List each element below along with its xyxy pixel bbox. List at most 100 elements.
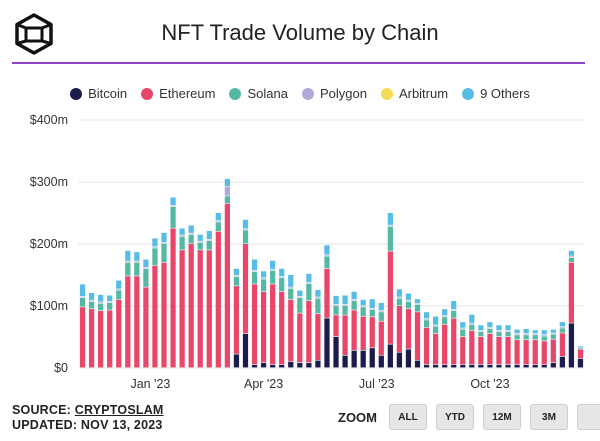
bar-segment-ethereum xyxy=(197,250,203,368)
bar-segment-solana xyxy=(514,335,520,340)
bar-segment-solana xyxy=(79,297,86,307)
updated-date: UPDATED: NOV 13, 2023 xyxy=(12,418,163,432)
bar-segment-bitcoin xyxy=(550,363,556,368)
bar-segment-9-others xyxy=(98,294,104,302)
bar-segment-bitcoin xyxy=(369,348,375,368)
bar-segment-solana xyxy=(260,279,267,292)
footer-source: SOURCE: CRYPTOSLAM UPDATED: NOV 13, 2023 xyxy=(12,403,164,433)
bar-segment-polygon xyxy=(469,323,475,324)
zoom-all-button[interactable]: ALL xyxy=(389,404,427,430)
bar-segment-ethereum xyxy=(523,340,529,365)
bar-segment-ethereum xyxy=(496,337,502,365)
bar-segment-bitcoin xyxy=(514,364,520,368)
stacked-bar-chart: $0 $100m $200m $300m $400m Jan '23 Apr '23 Jul … xyxy=(30,113,585,391)
bar-segment-polygon xyxy=(369,308,375,310)
title-divider xyxy=(12,62,585,64)
bar-segment-solana xyxy=(143,268,149,287)
bar-segment-solana xyxy=(487,328,493,334)
bar-segment-ethereum xyxy=(143,287,149,368)
bar-segment-ethereum xyxy=(414,312,421,360)
y-tick-label: $200m xyxy=(30,237,68,251)
legend-label: Arbitrum xyxy=(398,86,449,101)
bar-segment-solana xyxy=(432,326,439,334)
bar-segment-solana xyxy=(478,332,484,337)
bar-segment-9-others xyxy=(351,291,357,300)
bar-segment-9-others xyxy=(324,245,330,255)
bar-segment-solana xyxy=(98,303,104,311)
bar-segment-9-others xyxy=(487,322,493,328)
bar-segment-solana xyxy=(333,306,339,315)
bar-segment-ethereum xyxy=(297,313,303,363)
bar-segment-solana xyxy=(288,288,294,300)
legend-item-9-others[interactable]: 9 Others xyxy=(462,86,530,101)
bar-segment-9-others xyxy=(360,299,366,306)
bar-segment-ethereum xyxy=(478,337,484,365)
bar-segment-9-others xyxy=(369,299,375,308)
bar-segment-bitcoin xyxy=(251,364,258,368)
legend-dot-icon xyxy=(301,87,314,100)
bar-segment-bitcoin xyxy=(270,364,276,368)
bar-segment-ethereum xyxy=(152,265,158,368)
bar-segment-solana xyxy=(88,301,95,309)
zoom-custom-button[interactable] xyxy=(577,404,600,430)
bar-segment-9-others xyxy=(541,330,547,335)
bar-segment-solana xyxy=(116,290,122,300)
bar-segment-9-others xyxy=(270,260,276,269)
legend-item-bitcoin[interactable]: Bitcoin xyxy=(70,86,127,101)
zoom-ytd-button[interactable]: YTD xyxy=(436,404,474,430)
bar-segment-bitcoin xyxy=(559,356,565,368)
bar-segment-ethereum xyxy=(251,284,258,365)
bar-segment-solana xyxy=(242,230,249,244)
bar-segment-ethereum xyxy=(215,231,221,368)
bar-segment-9-others xyxy=(79,284,86,297)
bar-segment-bitcoin xyxy=(260,363,267,368)
bar-segment-9-others xyxy=(559,322,565,327)
bar-segment-ethereum xyxy=(532,340,538,365)
bar-segment-polygon xyxy=(487,327,493,329)
bar-segment-solana xyxy=(342,306,348,315)
bar-segment-ethereum xyxy=(396,306,403,352)
bar-segment-polygon xyxy=(396,297,403,298)
zoom-3m-button[interactable]: 3M xyxy=(530,404,568,430)
bar-segment-9-others xyxy=(505,325,511,331)
bar-segment-9-others xyxy=(396,289,403,297)
bar-segment-9-others xyxy=(423,312,430,319)
bar-segment-bitcoin xyxy=(442,364,448,368)
bar-segment-ethereum xyxy=(288,299,294,362)
source-link[interactable]: CRYPTOSLAM xyxy=(74,403,164,417)
bar-segment-polygon xyxy=(532,333,538,335)
legend-item-arbitrum[interactable]: Arbitrum xyxy=(380,86,449,101)
bar-segment-ethereum xyxy=(487,333,493,365)
bar-segment-ethereum xyxy=(170,228,176,368)
legend-dot-icon xyxy=(70,87,83,100)
y-tick-label: $0 xyxy=(54,361,68,375)
bar-segment-ethereum xyxy=(242,244,249,334)
bar-segment-polygon xyxy=(179,235,185,236)
bar-segment-polygon xyxy=(523,333,529,335)
bar-segment-9-others xyxy=(179,228,185,235)
zoom-12m-button[interactable]: 12M xyxy=(483,404,521,430)
legend-item-ethereum[interactable]: Ethereum xyxy=(141,86,215,101)
bar-segment-ethereum xyxy=(270,284,276,365)
bar-segment-9-others xyxy=(206,230,212,240)
legend-item-polygon[interactable]: Polygon xyxy=(301,86,367,101)
bar-segment-polygon xyxy=(116,289,122,290)
legend: Bitcoin Ethereum Solana Polygon Arbitrum 9 Ot… xyxy=(0,86,600,101)
bar-segment-bitcoin xyxy=(568,323,575,368)
bar-segment-ethereum xyxy=(324,268,330,318)
bar-segment-polygon xyxy=(279,276,285,278)
bar-segment-ethereum xyxy=(79,307,86,368)
bar-segment-ethereum xyxy=(260,291,267,363)
bar-segment-solana xyxy=(270,270,276,284)
bar-segment-polygon xyxy=(405,300,412,302)
bar-segment-solana xyxy=(550,334,556,339)
bar-segment-solana xyxy=(233,276,240,286)
bar-segment-9-others xyxy=(478,325,484,331)
bar-segment-ethereum xyxy=(98,310,104,368)
bar-segment-polygon xyxy=(423,319,430,320)
bar-segment-ethereum xyxy=(134,276,140,368)
bar-segment-9-others xyxy=(523,328,529,334)
bar-segment-solana xyxy=(577,348,584,349)
legend-item-solana[interactable]: Solana xyxy=(229,86,288,101)
bar-segment-9-others xyxy=(378,302,384,311)
